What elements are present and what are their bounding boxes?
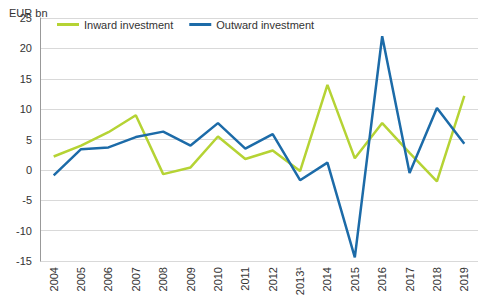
svg-text:2009: 2009 — [185, 267, 197, 291]
svg-text:2019: 2019 — [458, 267, 470, 291]
svg-text:Outward investment: Outward investment — [216, 19, 314, 31]
svg-text:20: 20 — [20, 42, 32, 54]
svg-text:2016: 2016 — [376, 267, 388, 291]
svg-text:2017: 2017 — [404, 267, 416, 291]
svg-text:2010: 2010 — [212, 267, 224, 291]
svg-text:-10: -10 — [16, 225, 32, 237]
svg-text:-15: -15 — [16, 255, 32, 267]
svg-text:2018: 2018 — [431, 267, 443, 291]
svg-text:0: 0 — [26, 164, 32, 176]
svg-text:2006: 2006 — [102, 267, 114, 291]
svg-text:2004: 2004 — [48, 267, 60, 291]
svg-text:2011: 2011 — [239, 267, 251, 291]
svg-text:15: 15 — [20, 73, 32, 85]
svg-text:-5: -5 — [22, 194, 32, 206]
svg-text:EUR bn: EUR bn — [9, 7, 48, 19]
svg-text:10: 10 — [20, 103, 32, 115]
svg-text:2005: 2005 — [75, 267, 87, 291]
svg-text:2007: 2007 — [130, 267, 142, 291]
svg-text:2013¹: 2013¹ — [294, 267, 306, 295]
svg-text:5: 5 — [26, 134, 32, 146]
svg-text:2015: 2015 — [349, 267, 361, 291]
svg-text:Inward investment: Inward investment — [84, 19, 173, 31]
svg-text:2014: 2014 — [321, 267, 333, 291]
svg-text:2012: 2012 — [267, 267, 279, 291]
svg-text:2008: 2008 — [157, 267, 169, 291]
